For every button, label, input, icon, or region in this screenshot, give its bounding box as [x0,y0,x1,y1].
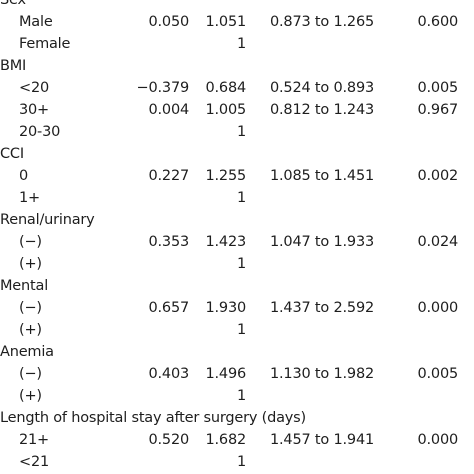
table-row: 0 0.227 1.255 1.085 to 1.451 0.002 [0,165,474,187]
odds-ratio-cell: 1.496 [205,366,246,382]
confidence-interval-cell: 0.812 to 1.243 [270,102,374,118]
table-row: <20 −0.379 0.684 0.524 to 0.893 0.005 [0,77,474,99]
table-row: (−) 0.657 1.930 1.437 to 2.592 0.000 [0,297,474,319]
level-label: 1+ [19,190,40,206]
odds-ratio-cell: 1.930 [205,300,246,316]
odds-ratio-cell: 1.682 [205,432,246,448]
coefficient-cell: 0.227 [148,168,189,184]
confidence-interval-cell: 1.457 to 1.941 [270,432,374,448]
level-label: (+) [19,388,42,404]
group-label: BMI [0,58,27,74]
table-group-header: Renal/urinary [0,209,474,231]
p-value-cell: 0.000 [417,300,458,316]
p-value-cell: 0.005 [417,366,458,382]
p-value-cell: 0.002 [417,168,458,184]
coefficient-cell: 0.657 [148,300,189,316]
odds-ratio-cell: 1.051 [205,14,246,30]
level-label: 20-30 [19,124,61,140]
level-label: Female [19,36,71,52]
table-row: (+) 1 [0,319,474,341]
confidence-interval-cell: 1.047 to 1.933 [270,234,374,250]
table-row: <21 1 [0,451,474,473]
p-value-cell: 0.024 [417,234,458,250]
odds-ratio-cell: 1 [236,190,246,206]
coefficient-cell: 0.403 [148,366,189,382]
confidence-interval-cell: 1.085 to 1.451 [270,168,374,184]
odds-ratio-cell: 1.423 [205,234,246,250]
table-group-header: Anemia [0,341,474,363]
coefficient-cell: −0.379 [136,80,190,96]
odds-ratio-cell: 0.684 [205,80,246,96]
table-row: 20-30 1 [0,121,474,143]
group-label: Length of hospital stay after surgery (d… [0,410,306,426]
level-label: 30+ [19,102,50,118]
confidence-interval-cell: 1.437 to 2.592 [270,300,374,316]
odds-ratio-cell: 1.255 [205,168,246,184]
coefficient-cell: 0.050 [148,14,189,30]
odds-ratio-cell: 1 [236,124,246,140]
p-value-cell: 0.967 [417,102,458,118]
level-label: 0 [19,168,29,184]
level-label: <20 [19,80,50,96]
level-label: (+) [19,322,42,338]
level-label: (−) [19,300,42,316]
coefficient-cell: 0.353 [148,234,189,250]
table-group-header: BMI [0,55,474,77]
table-row: Female 1 [0,33,474,55]
coefficient-cell: 0.520 [148,432,189,448]
table-row: Male 0.050 1.051 0.873 to 1.265 0.600 [0,11,474,33]
table-row: 21+ 0.520 1.682 1.457 to 1.941 0.000 [0,429,474,451]
level-label: <21 [19,454,50,470]
table-group-header: Mental [0,275,474,297]
odds-ratio-cell: 1 [236,36,246,52]
level-label: (−) [19,366,42,382]
odds-ratio-cell: 1.005 [205,102,246,118]
confidence-interval-cell: 0.524 to 0.893 [270,80,374,96]
level-label: 21+ [19,432,50,448]
p-value-cell: 0.005 [417,80,458,96]
odds-ratio-cell: 1 [236,388,246,404]
p-value-cell: 0.600 [417,14,458,30]
odds-ratio-cell: 1 [236,454,246,470]
group-label: Renal/urinary [0,212,95,228]
table-row: 1+ 1 [0,187,474,209]
level-label: (+) [19,256,42,272]
group-label: Anemia [0,344,54,360]
odds-ratio-cell: 1 [236,322,246,338]
coefficient-cell: 0.004 [148,102,189,118]
table-row: (−) 0.353 1.423 1.047 to 1.933 0.024 [0,231,474,253]
p-value-cell: 0.000 [417,432,458,448]
level-label: (−) [19,234,42,250]
group-label: Mental [0,278,49,294]
table-row: (−) 0.403 1.496 1.130 to 1.982 0.005 [0,363,474,385]
group-label: Sex [0,0,26,8]
table-group-header: Sex [0,0,474,11]
confidence-interval-cell: 0.873 to 1.265 [270,14,374,30]
table-row: 30+ 0.004 1.005 0.812 to 1.243 0.967 [0,99,474,121]
confidence-interval-cell: 1.130 to 1.982 [270,366,374,382]
group-label: CCI [0,146,24,162]
table-group-header: Length of hospital stay after surgery (d… [0,407,474,429]
level-label: Male [19,14,53,30]
odds-ratio-cell: 1 [236,256,246,272]
table-row: (+) 1 [0,253,474,275]
table-group-header: CCI [0,143,474,165]
table-row: (+) 1 [0,385,474,407]
